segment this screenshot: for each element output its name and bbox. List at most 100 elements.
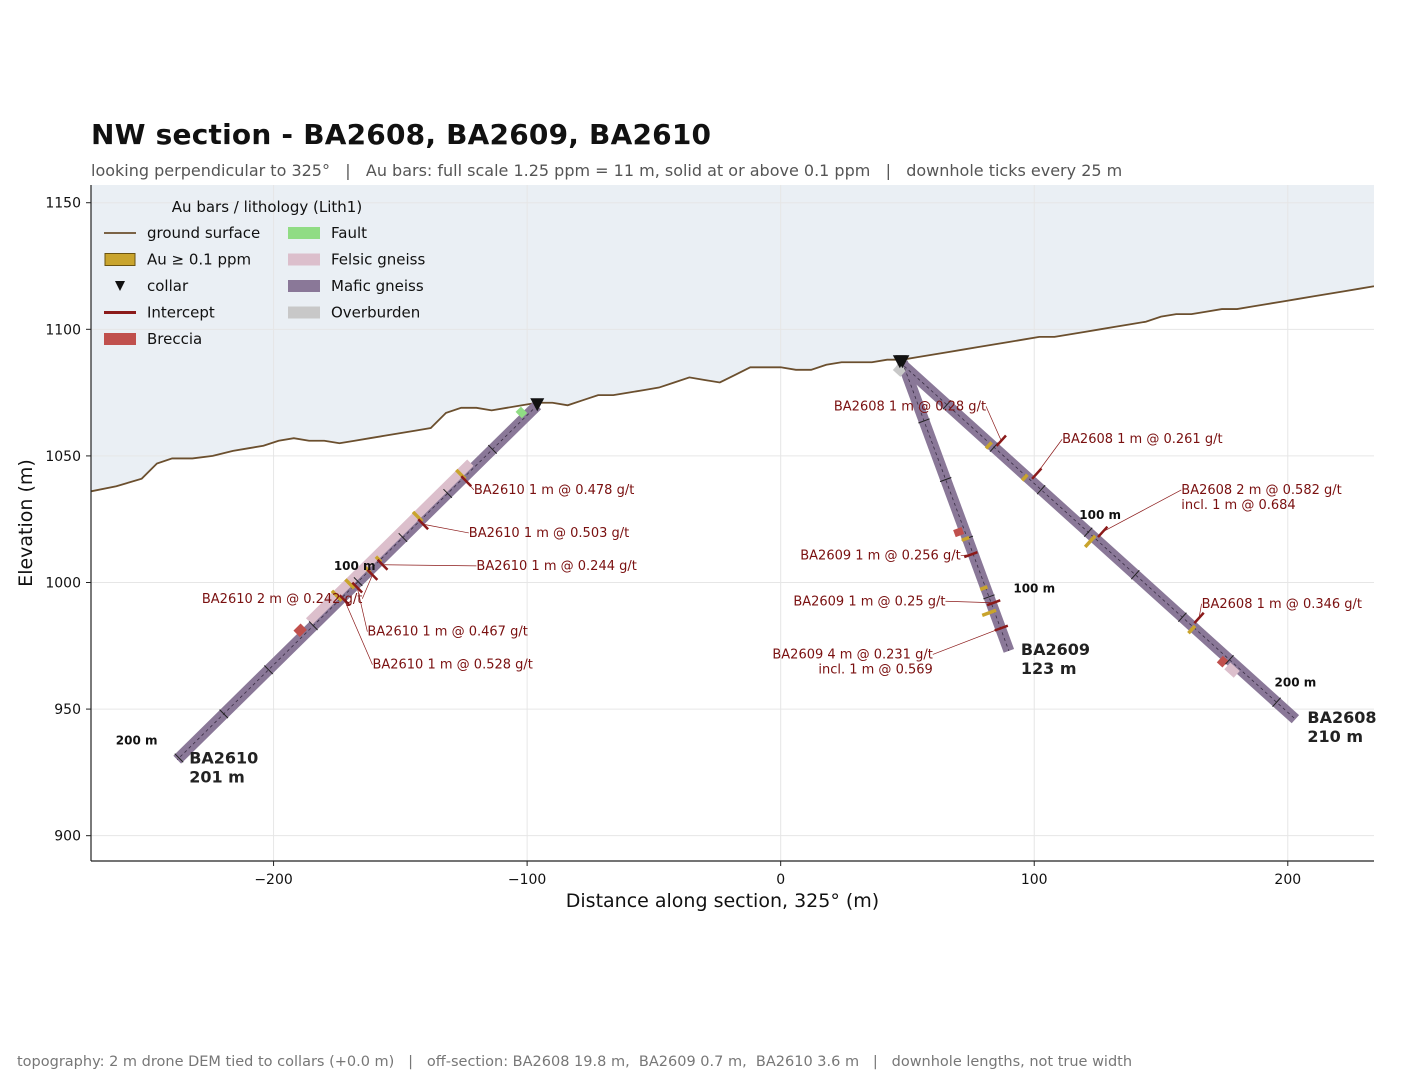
hole-name-label: BA2608 xyxy=(1307,708,1376,727)
lithology-interval xyxy=(1224,662,1240,678)
intercept-leader xyxy=(1036,439,1063,474)
legend-item: ground surface xyxy=(104,224,260,242)
au-bar xyxy=(1020,473,1029,482)
legend-item: collar xyxy=(115,277,189,295)
intercept-label: BA2608 1 m @ 0.346 g/t xyxy=(1202,597,1362,612)
hole-length-label: 210 m xyxy=(1307,727,1363,746)
legend-title: Au bars / lithology (Lith1) xyxy=(172,198,362,216)
x-axis-title: Distance along section, 325° (m) xyxy=(566,890,879,912)
downhole-tick xyxy=(1225,654,1234,665)
intercept-mark xyxy=(1097,525,1109,538)
intercept-label: BA2609 1 m @ 0.25 g/t xyxy=(793,594,945,609)
intercept-label: BA2610 1 m @ 0.503 g/t xyxy=(469,526,629,541)
intercept-sublabel: incl. 1 m @ 0.684 xyxy=(1181,498,1295,513)
legend-label: collar xyxy=(147,277,189,295)
y-tick-label: 1100 xyxy=(45,322,81,338)
legend-item: Fault xyxy=(288,224,367,242)
downhole-tick xyxy=(174,753,184,763)
x-tick-label: −200 xyxy=(254,872,292,888)
downhole-tick xyxy=(1036,484,1046,495)
downhole-distance-label: 200 m xyxy=(1275,675,1317,689)
legend-swatch-patch xyxy=(288,227,320,239)
legend-label: Felsic gneiss xyxy=(331,251,425,269)
y-tick-label: 1050 xyxy=(45,449,81,465)
axes: −200 −100 0 100 200 900 950 1000 1050 1100 1150 Dis… xyxy=(15,185,1374,912)
downhole-tick xyxy=(918,418,930,424)
lithology-interval xyxy=(515,406,528,419)
legend-label: Mafic gneiss xyxy=(331,277,424,295)
legend-item: Felsic gneiss xyxy=(288,251,425,269)
hole-centerline xyxy=(899,361,1296,720)
lithology-interval xyxy=(953,527,965,538)
legend-label: Intercept xyxy=(147,304,215,322)
x-tick-label: 100 xyxy=(1021,872,1048,888)
legend-label: ground surface xyxy=(147,224,260,242)
downhole-tick xyxy=(1177,612,1187,623)
intercept-label: BA2609 4 m @ 0.231 g/t xyxy=(772,647,932,662)
y-tick-label: 1150 xyxy=(45,196,81,212)
hole-name-label: BA2610 xyxy=(189,749,258,768)
legend-item: Intercept xyxy=(104,304,215,322)
au-bar xyxy=(981,608,997,618)
downhole-tick xyxy=(939,477,952,483)
chart-title: NW section - BA2608, BA2609, BA2610 xyxy=(91,118,712,151)
au-bar xyxy=(961,535,970,542)
au-bar xyxy=(979,585,988,592)
y-tick-label: 900 xyxy=(54,829,81,845)
intercept-leader xyxy=(382,564,477,567)
intercept-leader xyxy=(466,480,475,491)
intercept-label: BA2608 2 m @ 0.582 g/t xyxy=(1181,483,1341,498)
au-bar xyxy=(330,589,343,602)
downhole-distance-label: 100 m xyxy=(1013,582,1055,596)
au-bar xyxy=(1187,624,1197,635)
x-tick-label: 0 xyxy=(776,872,785,888)
intercept-label: BA2608 1 m @ 0.28 g/t xyxy=(834,399,986,414)
intercept-leader xyxy=(361,574,373,599)
downhole-tick xyxy=(1083,527,1093,538)
downhole-tick xyxy=(487,444,498,454)
downhole-tick xyxy=(219,709,229,719)
au-bar xyxy=(984,441,993,450)
legend-swatch-patch xyxy=(104,333,136,345)
legend-item: Breccia xyxy=(104,330,202,348)
hole-length-label: 123 m xyxy=(1021,659,1077,678)
downhole-distance-label: 100 m xyxy=(1079,508,1121,522)
intercept-mark xyxy=(986,599,1001,607)
intercept-leader xyxy=(1102,489,1182,533)
intercept-mark xyxy=(366,569,379,581)
downhole-tick xyxy=(1272,697,1281,708)
intercept-leader xyxy=(356,587,368,632)
intercept-sublabel: incl. 1 m @ 0.569 xyxy=(818,662,932,677)
downhole-tick xyxy=(443,488,453,499)
intercept-leader xyxy=(1198,603,1202,619)
y-axis-title: Elevation (m) xyxy=(15,459,37,587)
hole-name-label: BA2609 xyxy=(1021,640,1090,659)
collar-marker xyxy=(530,398,545,412)
sky-fill xyxy=(91,185,1374,492)
intercept-mark xyxy=(376,558,389,571)
collar-marker xyxy=(895,355,910,369)
lithology-interval xyxy=(293,623,307,637)
intercept-label: BA2608 1 m @ 0.261 g/t xyxy=(1062,432,1222,447)
x-tick-label: 200 xyxy=(1274,872,1301,888)
ground-surface-line xyxy=(91,285,1374,493)
legend-swatch-box xyxy=(104,253,136,266)
lithology-interval xyxy=(1216,655,1229,668)
y-tick-label: 950 xyxy=(54,702,81,718)
legend-swatch-triangle xyxy=(115,281,125,291)
legend: Au bars / lithology (Lith1) ground surfac… xyxy=(104,198,425,348)
y-tick-label: 1000 xyxy=(45,575,81,591)
downhole-tick xyxy=(942,399,952,410)
downhole-tick xyxy=(353,576,363,587)
hole-centerline xyxy=(176,404,538,761)
intercept-label: BA2610 2 m @ 0.242 g/t xyxy=(202,592,362,607)
downhole-tick xyxy=(398,532,408,543)
intercept-leader xyxy=(932,627,1002,655)
legend-swatch-patch xyxy=(288,280,320,292)
au-bar xyxy=(344,578,356,590)
downhole-distance-label: 100 m xyxy=(334,559,376,573)
intercept-leader xyxy=(945,600,994,604)
legend-item: Overburden xyxy=(288,304,420,322)
lithology-interval xyxy=(892,363,907,377)
